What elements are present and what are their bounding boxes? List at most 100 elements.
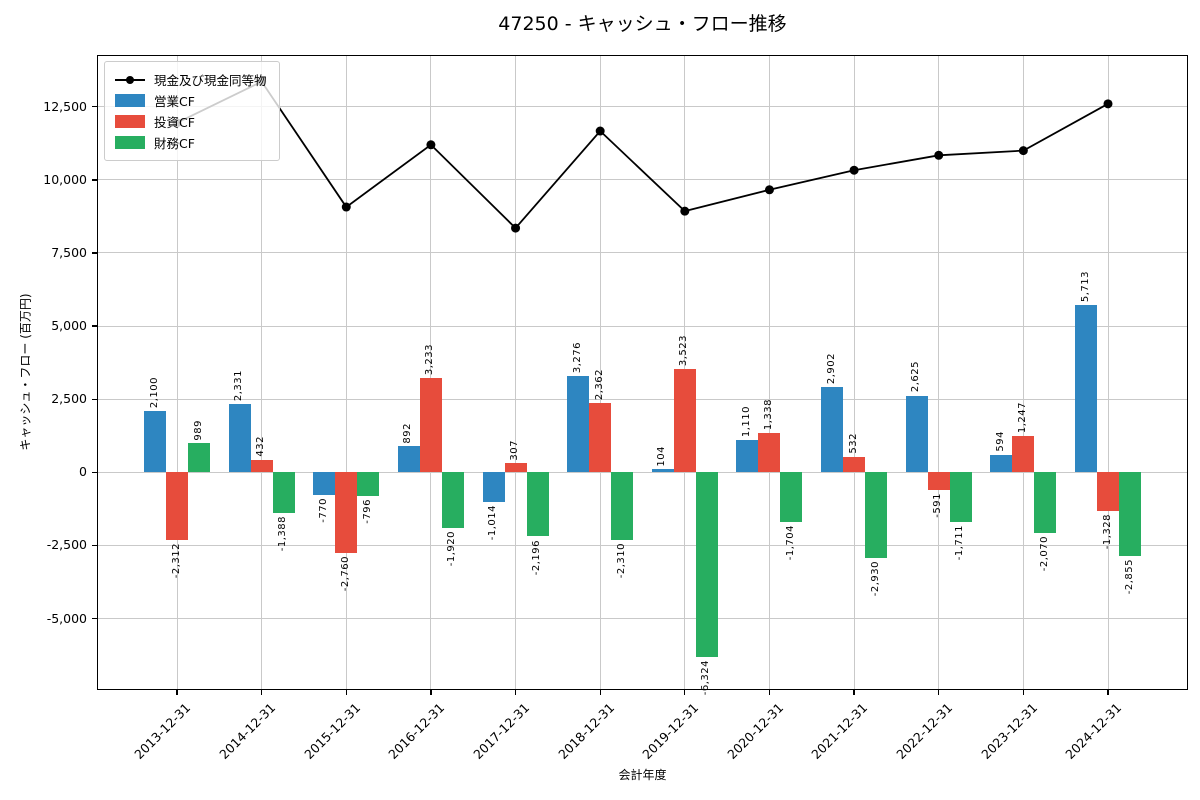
bar-value-label: -591: [932, 492, 944, 518]
x-tick-mark: [599, 690, 601, 695]
x-tick-mark: [430, 690, 432, 695]
cash-equivalents-line: [176, 80, 1109, 230]
y-tick-mark: [92, 544, 97, 547]
x-tick-mark: [1022, 690, 1024, 695]
y-tick-mark: [92, 471, 97, 473]
bar-value-label: -2,855: [1123, 558, 1135, 595]
bar-value-label: 2,331: [233, 370, 245, 402]
y-tick-label: 7,500: [51, 244, 87, 260]
bar-value-label: 2,625: [910, 361, 922, 393]
x-tick-label: 2021-12-31: [808, 700, 871, 762]
legend-item-cash-equivalents: 現金及び現金同等物: [115, 69, 267, 90]
x-tick-mark: [853, 690, 855, 695]
bar-営業CF: [482, 472, 505, 502]
x-gridline: [430, 55, 432, 690]
x-tick-mark: [260, 690, 263, 695]
y-gridline: [97, 252, 1188, 254]
y-tick-label: 0: [79, 464, 87, 480]
bar-営業CF: [397, 446, 420, 473]
x-tick-label: 2019-12-31: [639, 700, 702, 762]
chart-title: 47250 - キャッシュ・フロー推移: [498, 13, 787, 35]
bar-value-label: -1,388: [277, 515, 289, 552]
x-gridline: [1107, 55, 1109, 690]
x-tick-label: 2020-12-31: [724, 700, 787, 762]
bar-投資CF: [673, 369, 696, 473]
x-tick-label: 2024-12-31: [1062, 700, 1125, 762]
bar-value-label: 1,247: [1016, 401, 1028, 433]
x-gridline: [345, 55, 347, 690]
bar-value-label: -796: [361, 498, 373, 524]
x-gridline: [938, 55, 940, 690]
y-gridline: [97, 618, 1188, 619]
bar-財務CF: [441, 472, 464, 529]
bar-value-label: 3,523: [678, 335, 690, 367]
bar-value-label: 104: [656, 445, 668, 467]
line-marker-icon: [115, 75, 145, 84]
x-tick-mark: [176, 690, 178, 695]
bar-value-label: 594: [994, 431, 1006, 452]
bar-value-label: 892: [402, 422, 414, 444]
bar-value-label: 432: [255, 436, 267, 457]
y-tick-label: -5,000: [46, 610, 87, 626]
x-tick-label: 2015-12-31: [300, 700, 363, 762]
bar-value-label: 307: [509, 439, 521, 461]
bar-投資CF: [419, 377, 442, 473]
bar-営業CF: [144, 410, 166, 473]
bar-投資CF: [250, 459, 273, 473]
x-gridline: [599, 55, 601, 690]
bar-value-label: -2,196: [531, 539, 543, 575]
bar-営業CF: [651, 469, 674, 473]
x-gridline: [176, 55, 178, 690]
bar-value-label: 532: [847, 433, 859, 454]
bar-value-label: -6,324: [700, 660, 712, 696]
bar-value-label: 989: [192, 419, 204, 441]
bar-投資CF: [1097, 472, 1119, 512]
x-tick-mark: [938, 690, 940, 695]
bar-財務CF: [695, 472, 718, 658]
bar-value-label: -2,070: [1038, 535, 1050, 572]
bar-value-label: 2,100: [148, 376, 160, 408]
x-tick-mark: [514, 690, 517, 695]
x-axis-label: 会計年度: [618, 768, 667, 782]
legend-item-investing-cf: 投資CF: [115, 111, 267, 132]
x-gridline: [853, 55, 855, 690]
bar-営業CF: [1075, 305, 1097, 473]
legend-label: 投資CF: [154, 115, 195, 130]
bar-value-label: -2,930: [869, 560, 881, 597]
y-tick-mark: [92, 179, 97, 181]
bar-投資CF: [166, 472, 188, 540]
x-tick-label: 2017-12-31: [470, 700, 533, 762]
bar-営業CF: [990, 454, 1013, 473]
y-tick-mark: [92, 617, 97, 620]
bar-value-label: -1,328: [1101, 514, 1113, 550]
bar-営業CF: [821, 387, 844, 473]
bar-財務CF: [188, 443, 210, 473]
y-tick-label: 2,500: [51, 391, 87, 407]
x-tick-label: 2014-12-31: [216, 700, 279, 762]
bar-財務CF: [526, 472, 549, 537]
y-tick-mark: [92, 106, 97, 108]
bar-財務CF: [611, 472, 634, 540]
bar-value-label: -2,312: [170, 542, 182, 579]
bar-財務CF: [357, 472, 380, 496]
bar-value-label: 1,338: [762, 399, 774, 431]
bar-投資CF: [504, 463, 527, 473]
bar-value-label: -1,711: [954, 525, 966, 561]
bar-投資CF: [843, 456, 866, 473]
bar-投資CF: [589, 403, 612, 473]
bar-財務CF: [1119, 472, 1141, 556]
bar-営業CF: [736, 439, 759, 473]
y-axis-label: キャッシュ・フロー (百万円): [18, 293, 33, 451]
bar-営業CF: [228, 404, 251, 473]
bar-財務CF: [1034, 472, 1057, 533]
y-tick-label: 5,000: [51, 318, 87, 334]
investing-cf-swatch-icon: [115, 115, 145, 128]
bar-投資CF: [335, 472, 358, 553]
legend-item-financing-cf: 財務CF: [115, 132, 267, 153]
bar-value-label: -1,014: [487, 504, 499, 541]
x-tick-mark: [345, 690, 347, 695]
x-tick-label: 2018-12-31: [554, 700, 617, 762]
x-tick-label: 2016-12-31: [385, 700, 448, 762]
legend-label: 財務CF: [154, 136, 195, 151]
bar-value-label: -1,704: [784, 525, 796, 561]
